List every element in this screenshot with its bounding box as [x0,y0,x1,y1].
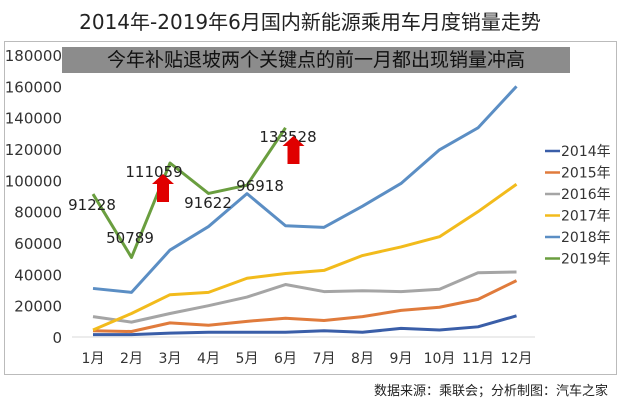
red-up-arrow-icon [152,174,174,202]
y-tick-label: 140000 [5,110,62,128]
data-label: 96918 [236,177,284,195]
y-tick-label: 120000 [5,141,62,159]
red-up-arrow-icon [282,136,305,164]
legend-label: 2015年 [561,166,611,182]
source-note: 数据来源：乘联会；分析制图：汽车之家 [373,384,608,399]
y-tick-label: 160000 [5,78,62,96]
data-label: 111059 [125,163,182,181]
chart-frame [4,41,617,375]
series-line-2017年 [92,183,518,332]
y-tick-label: 60000 [14,235,62,253]
x-tick-label: 3月 [159,351,182,367]
series-line-2019年 [91,126,287,259]
x-tick-label: 5月 [236,351,259,367]
x-tick-label: 11月 [462,351,494,367]
series-line-2018年 [92,85,518,294]
chart-banner: 今年补贴退坡两个关键点的前一月都出现销量冲高 [62,47,570,73]
x-tick-label: 7月 [313,351,336,367]
x-tick-label: 8月 [351,351,374,367]
x-tick-label: 6月 [274,351,297,367]
y-tick-label: 20000 [14,298,62,316]
legend-label: 2018年 [561,230,611,246]
chart-title: 2014年-2019年6月国内新能源乘用车月度销量走势 [79,10,541,34]
data-label: 91228 [68,196,116,214]
x-tick-label: 12月 [501,351,533,367]
x-tick-label: 10月 [424,351,456,367]
legend-label: 2019年 [561,252,611,268]
y-tick-label: 40000 [14,266,62,284]
legend-label: 2017年 [561,209,611,225]
data-label: 50789 [106,229,154,247]
series-line-2014年 [93,314,517,337]
y-tick-label: 80000 [14,204,62,222]
y-tick-label: 0 [52,329,62,347]
legend-label: 2014年 [561,144,611,160]
x-tick-label: 4月 [197,351,220,367]
data-label: 91622 [184,194,232,212]
data-label: 133528 [259,128,316,146]
series-line-2016年 [92,270,517,324]
series-line-2015年 [92,279,518,334]
x-tick-label: 1月 [82,351,105,367]
x-tick-label: 9月 [390,351,413,367]
x-tick-label: 2月 [120,351,143,367]
y-tick-label: 100000 [5,172,62,190]
y-tick-label: 180000 [5,47,62,65]
legend-label: 2016年 [561,187,611,203]
